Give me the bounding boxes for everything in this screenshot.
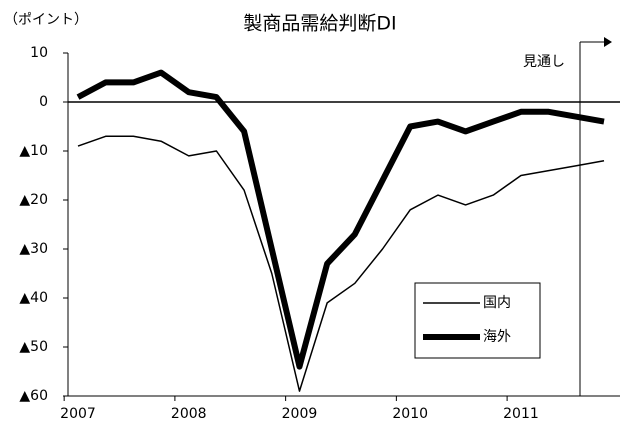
chart-title: 製商品需給判断DI bbox=[243, 13, 396, 35]
y-tick-label: ▲10 bbox=[19, 143, 48, 159]
annotation: 見通し bbox=[523, 54, 565, 70]
series-line bbox=[77, 135, 605, 392]
legend-box bbox=[414, 282, 541, 359]
y-tick-label: ▲30 bbox=[19, 241, 48, 257]
legend-label: 海外 bbox=[483, 329, 511, 345]
y-tick-label: ▲40 bbox=[19, 290, 48, 306]
legend-label: 国内 bbox=[483, 295, 511, 311]
y-tick-label: 10 bbox=[30, 45, 48, 61]
y-tick-label: ▲60 bbox=[19, 388, 48, 404]
arrow-head bbox=[604, 37, 612, 47]
y-tick-label: ▲50 bbox=[19, 339, 48, 355]
x-tick-label: 2010 bbox=[392, 406, 428, 422]
x-tick-label: 2007 bbox=[60, 406, 96, 422]
x-tick-label: 2009 bbox=[282, 406, 318, 422]
x-tick-label: 2008 bbox=[171, 406, 207, 422]
y-tick-label: 0 bbox=[39, 94, 48, 110]
y-axis-label: （ポイント） bbox=[4, 12, 88, 28]
x-tick-label: 2011 bbox=[503, 406, 539, 422]
series-line bbox=[76, 69, 605, 370]
y-tick-label: ▲20 bbox=[19, 192, 48, 208]
